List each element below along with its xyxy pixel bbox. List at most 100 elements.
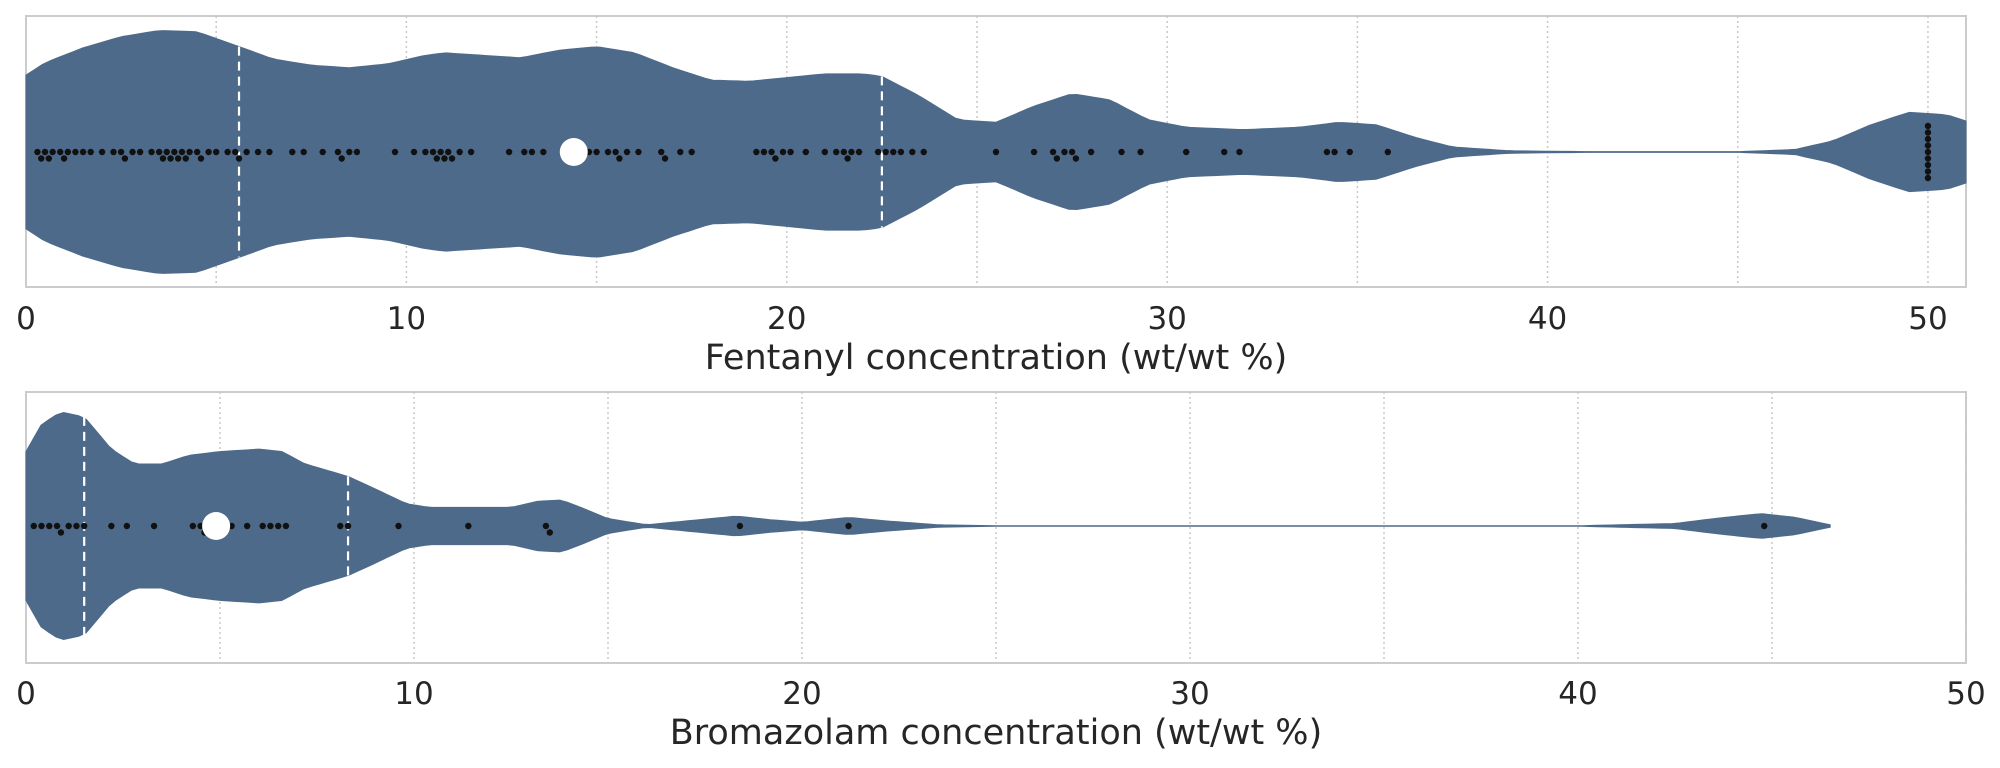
fentanyl-data-point: [171, 148, 178, 156]
bromazolam-data-point: [542, 522, 550, 530]
fentanyl-data-point: [1072, 155, 1080, 162]
fentanyl-data-point: [163, 148, 170, 156]
fentanyl-data-point: [57, 148, 64, 156]
fentanyl-data-point: [768, 148, 775, 156]
fentanyl-data-point: [623, 148, 631, 156]
bromazolam-data-point: [337, 522, 344, 530]
fentanyl-data-point: [121, 155, 129, 162]
fentanyl-data-point: [212, 148, 220, 156]
fentanyl-data-point: [1068, 148, 1076, 156]
fentanyl-data-point: [353, 148, 361, 156]
fentanyl-data-point: [72, 148, 79, 156]
fentanyl-data-point: [1053, 155, 1061, 162]
fentanyl-data-point: [848, 148, 855, 156]
fentanyl-data-point: [688, 148, 695, 156]
fentanyl-data-point: [129, 148, 136, 156]
fentanyl-x-tick-label: 10: [387, 301, 426, 337]
fentanyl-data-point: [1924, 155, 1932, 162]
fentanyl-data-point: [266, 148, 273, 156]
fentanyl-data-point: [612, 148, 619, 156]
fentanyl-data-point: [186, 148, 193, 156]
bromazolam-data-point: [57, 529, 65, 536]
fentanyl-data-point: [593, 148, 600, 156]
fentanyl-data-point: [897, 148, 905, 156]
fentanyl-data-point: [840, 148, 848, 156]
bromazolam-data-point: [189, 522, 197, 530]
fentanyl-data-point: [616, 155, 623, 162]
fentanyl-x-tick-label: 20: [767, 301, 806, 337]
fentanyl-data-point: [87, 148, 94, 156]
fentanyl-data-point: [159, 155, 167, 162]
bromazolam-data-point: [736, 522, 744, 530]
fentanyl-data-point: [448, 155, 456, 162]
fentanyl-violin-panel: Fentanyl concentration (wt/wt %) 0 10 20 30…: [16, 15, 1967, 378]
fentanyl-data-point: [833, 148, 840, 156]
fentanyl-data-point: [1061, 148, 1068, 156]
bromazolam-x-tick-label: 50: [1946, 676, 1985, 712]
fentanyl-data-point: [205, 148, 212, 156]
bromazolam-data-point: [546, 529, 553, 536]
fentanyl-data-point: [802, 148, 810, 156]
fentanyl-data-point: [677, 148, 684, 156]
fentanyl-data-point: [1118, 148, 1125, 156]
fentanyl-data-point: [760, 148, 768, 156]
fentanyl-median-marker: [559, 138, 588, 166]
bromazolam-data-point: [282, 522, 290, 530]
fentanyl-data-point: [338, 155, 345, 162]
fentanyl-data-point: [174, 155, 182, 162]
fentanyl-data-point: [1924, 148, 1932, 156]
fentanyl-data-point: [787, 148, 794, 156]
bromazolam-median-marker: [202, 512, 231, 540]
fentanyl-data-point: [521, 148, 528, 156]
fentanyl-x-axis-title: Fentanyl concentration (wt/wt %): [705, 338, 1288, 378]
fentanyl-data-point: [38, 155, 45, 162]
fentanyl-data-point: [60, 155, 68, 162]
fentanyl-data-point: [110, 148, 117, 156]
fentanyl-data-point: [232, 148, 239, 156]
fentanyl-data-point: [821, 148, 829, 156]
fentanyl-data-point: [1221, 148, 1228, 156]
fentanyl-data-point: [437, 148, 444, 156]
fentanyl-data-point: [528, 148, 536, 156]
fentanyl-data-point: [243, 148, 250, 156]
bromazolam-data-point: [267, 522, 274, 530]
bromazolam-x-tick-label: 0: [16, 676, 36, 712]
fentanyl-data-point: [992, 148, 1000, 156]
fentanyl-data-point: [920, 148, 927, 156]
fentanyl-data-point: [874, 148, 882, 156]
bromazolam-data-point: [53, 522, 61, 530]
fentanyl-data-point: [753, 148, 760, 156]
fentanyl-x-tick-label: 40: [1528, 301, 1567, 337]
fentanyl-data-point: [1182, 148, 1190, 156]
fentanyl-data-point: [844, 155, 851, 162]
fentanyl-data-point: [467, 148, 475, 156]
fentanyl-data-point: [1384, 148, 1392, 156]
fentanyl-data-point: [136, 148, 144, 156]
fentanyl-data-point: [98, 148, 106, 156]
fentanyl-data-point: [772, 155, 779, 162]
fentanyl-data-point: [855, 148, 863, 156]
fentanyl-data-point: [224, 148, 231, 156]
fentanyl-data-point: [882, 148, 889, 156]
bromazolam-data-point: [845, 522, 852, 530]
fentanyl-data-point: [1323, 148, 1331, 156]
fentanyl-data-point: [540, 148, 547, 156]
bromazolam-data-point: [108, 522, 115, 530]
bromazolam-violin-panel: Bromazolam concentration (wt/wt %) 0 10 20…: [16, 391, 1986, 753]
fentanyl-data-point: [505, 148, 513, 156]
bromazolam-x-axis-title: Bromazolam concentration (wt/wt %): [670, 713, 1322, 753]
bromazolam-x-tick-label: 10: [394, 676, 433, 712]
bromazolam-data-point: [38, 522, 45, 530]
fentanyl-data-point: [661, 155, 669, 162]
fentanyl-data-point: [346, 148, 353, 156]
fentanyl-data-point: [422, 148, 429, 156]
fentanyl-data-point: [1924, 129, 1932, 136]
bromazolam-data-point: [243, 522, 251, 530]
bromazolam-data-point: [30, 522, 37, 530]
fentanyl-data-point: [193, 148, 201, 156]
bromazolam-data-point: [1761, 522, 1768, 530]
fentanyl-data-point: [890, 148, 897, 156]
fentanyl-data-point: [429, 148, 437, 156]
bromazolam-x-tick-label: 40: [1558, 676, 1597, 712]
